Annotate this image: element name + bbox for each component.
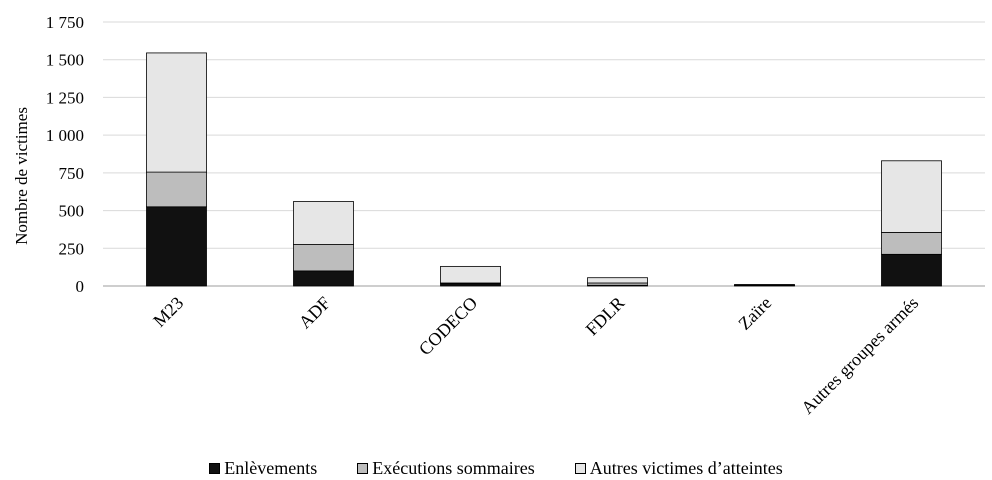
y-tick-label: 1 250 xyxy=(46,88,84,107)
bar-segment xyxy=(881,160,942,233)
x-tick-label: ADF xyxy=(295,293,335,333)
legend-label: Autres victimes d’atteintes xyxy=(589,458,783,478)
y-tick-label: 1 500 xyxy=(46,51,84,70)
y-tick-label: 500 xyxy=(59,202,85,221)
bar-segment xyxy=(587,277,648,284)
legend-swatch xyxy=(357,463,369,474)
bars xyxy=(146,52,942,287)
y-tick-label: 1 750 xyxy=(46,13,84,32)
y-axis-title: Nombre de victimes xyxy=(12,107,31,245)
bar-segment xyxy=(734,284,795,286)
legend-item: Enlèvements xyxy=(209,458,317,479)
y-tick-label: 250 xyxy=(59,239,85,258)
legend-swatch xyxy=(574,463,586,474)
bar-segment xyxy=(293,201,354,245)
gridlines xyxy=(103,21,985,287)
legend: Enlèvements Exécutions sommaires Autres vi… xyxy=(0,458,992,479)
x-tick-label: CODECO xyxy=(415,293,481,359)
x-tick-label: FDLR xyxy=(582,293,629,340)
legend-swatch xyxy=(209,463,221,474)
y-axis: 0 250 500 750 1 000 1 250 1 500 1 750 xyxy=(46,13,84,296)
bar-segment xyxy=(146,171,207,208)
bar-segment xyxy=(146,206,207,287)
bar-segment xyxy=(293,270,354,287)
x-tick-label: M23 xyxy=(149,293,187,331)
y-tick-label: 0 xyxy=(76,277,85,296)
bar-segment xyxy=(440,265,501,284)
bar-segment xyxy=(146,52,207,173)
x-tick-label: Autres groupes armés xyxy=(797,293,922,418)
legend-item: Exécutions sommaires xyxy=(357,458,535,479)
bar-segment xyxy=(881,232,942,255)
legend-label: Enlèvements xyxy=(224,458,318,478)
y-tick-label: 1 000 xyxy=(46,126,84,145)
y-tick-label: 750 xyxy=(59,164,85,183)
x-tick-label: Zaïre xyxy=(734,293,775,334)
legend-item: Autres victimes d’atteintes xyxy=(574,458,783,479)
x-axis: M23 ADF CODECO FDLR Zaïre Autres groupes armé… xyxy=(149,293,922,418)
legend-label: Exécutions sommaires xyxy=(372,458,535,478)
bar-segment xyxy=(293,244,354,272)
bar-segment xyxy=(881,253,942,287)
